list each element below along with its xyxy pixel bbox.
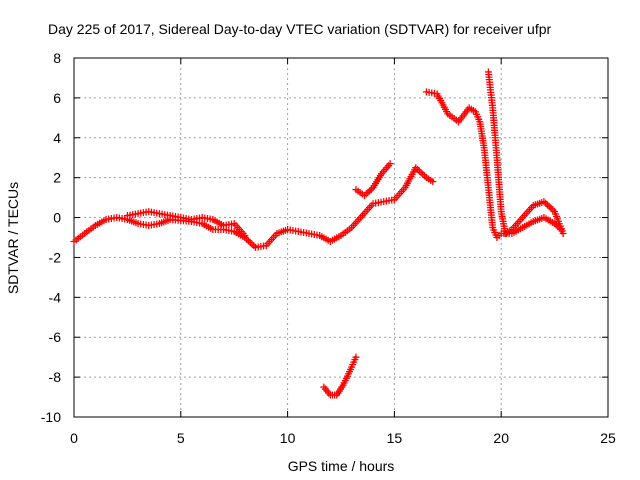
y-axis-label: SDTVAR / TECUs [5,182,21,294]
x-tick-label: 10 [280,430,296,446]
y-tick-label: 4 [53,130,61,146]
data-point [417,169,425,177]
data-point [429,178,437,186]
data-point [366,187,374,195]
series-low-segment [320,353,360,399]
data-point [241,232,249,240]
series-loop-track [123,208,249,240]
y-tick-label: -8 [49,369,62,385]
y-tick-label: 6 [53,90,61,106]
y-tick-label: -2 [49,249,62,265]
data-point [250,242,258,250]
data-point [364,188,372,196]
series-spike-track [484,68,567,238]
y-tick-label: 8 [53,50,61,66]
series-rise-track [352,160,394,200]
y-tick-label: -6 [49,329,62,345]
data-point [415,167,423,175]
chart-title: Day 225 of 2017, Sidereal Day-to-day VTE… [48,21,552,37]
y-tick-label: 2 [53,170,61,186]
data-point [362,190,370,198]
data-point [542,199,550,207]
x-tick-label: 0 [70,430,78,446]
x-tick-label: 15 [387,430,403,446]
y-tick-label: -10 [41,409,61,425]
axis-ticks: 0 5 10 15 20 25 -10 -8 -6 -4 -2 0 2 4 6 8 [41,50,616,446]
grid [74,58,608,417]
x-tick-label: 5 [177,430,185,446]
y-tick-label: 0 [53,210,61,226]
x-tick-label: 20 [493,430,509,446]
data-point [559,230,567,238]
data-point [552,221,560,229]
data-point [248,240,256,248]
data-point [352,353,360,361]
data-point [246,238,254,246]
plot-frame [73,57,609,418]
x-axis-label: GPS time / hours [288,458,395,474]
y-tick-label: -4 [49,289,62,305]
data-point [386,160,394,168]
data-point [545,203,553,211]
data-point [547,204,555,212]
x-tick-label: 25 [600,430,616,446]
data-points [70,68,567,399]
data-point [419,170,427,178]
data-point [244,237,252,245]
